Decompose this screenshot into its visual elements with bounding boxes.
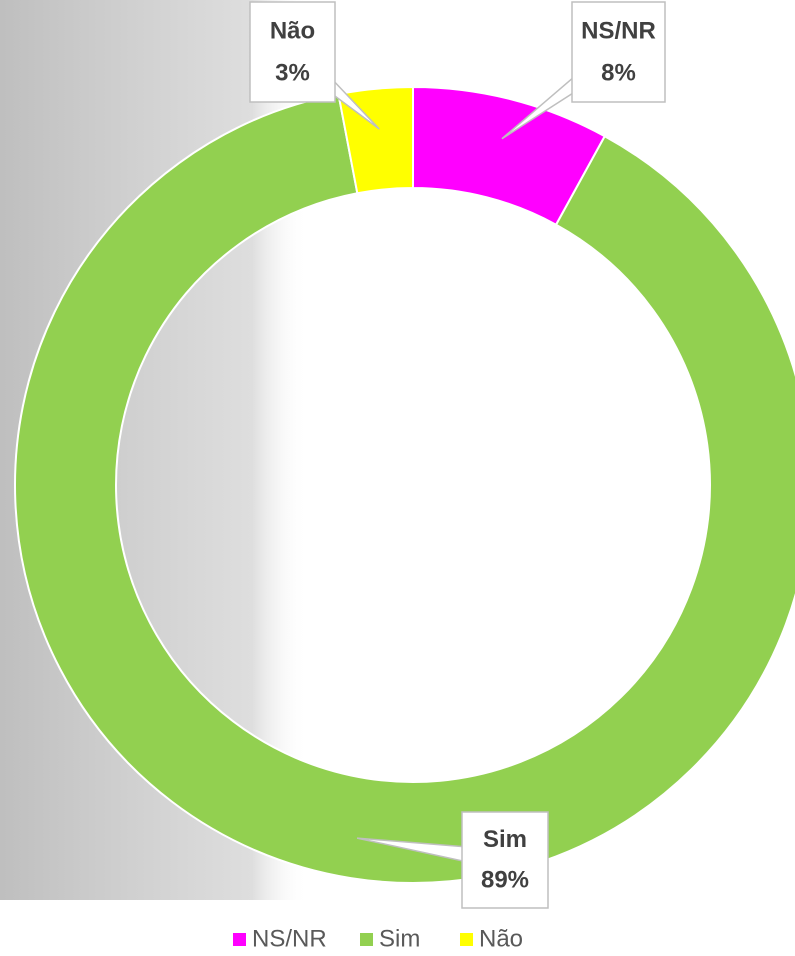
donut-slice [337, 85, 414, 195]
legend-label: Não [479, 925, 523, 952]
callout-box [249, 1, 336, 103]
callout-category: Não [270, 17, 315, 44]
legend-swatch [233, 933, 246, 946]
legend-label: Sim [379, 925, 420, 952]
callout-category: NS/NR [581, 17, 656, 44]
callout-value: 3% [275, 59, 310, 86]
callout-box [461, 811, 549, 909]
legend-label: NS/NR [252, 925, 327, 952]
legend-swatch [360, 933, 373, 946]
callout-box [571, 1, 666, 103]
donut-slice [14, 92, 795, 884]
callout-value: 8% [601, 59, 636, 86]
callout-category: Sim [483, 826, 527, 853]
legend-swatch [460, 933, 473, 946]
callout-value: 89% [481, 866, 529, 893]
